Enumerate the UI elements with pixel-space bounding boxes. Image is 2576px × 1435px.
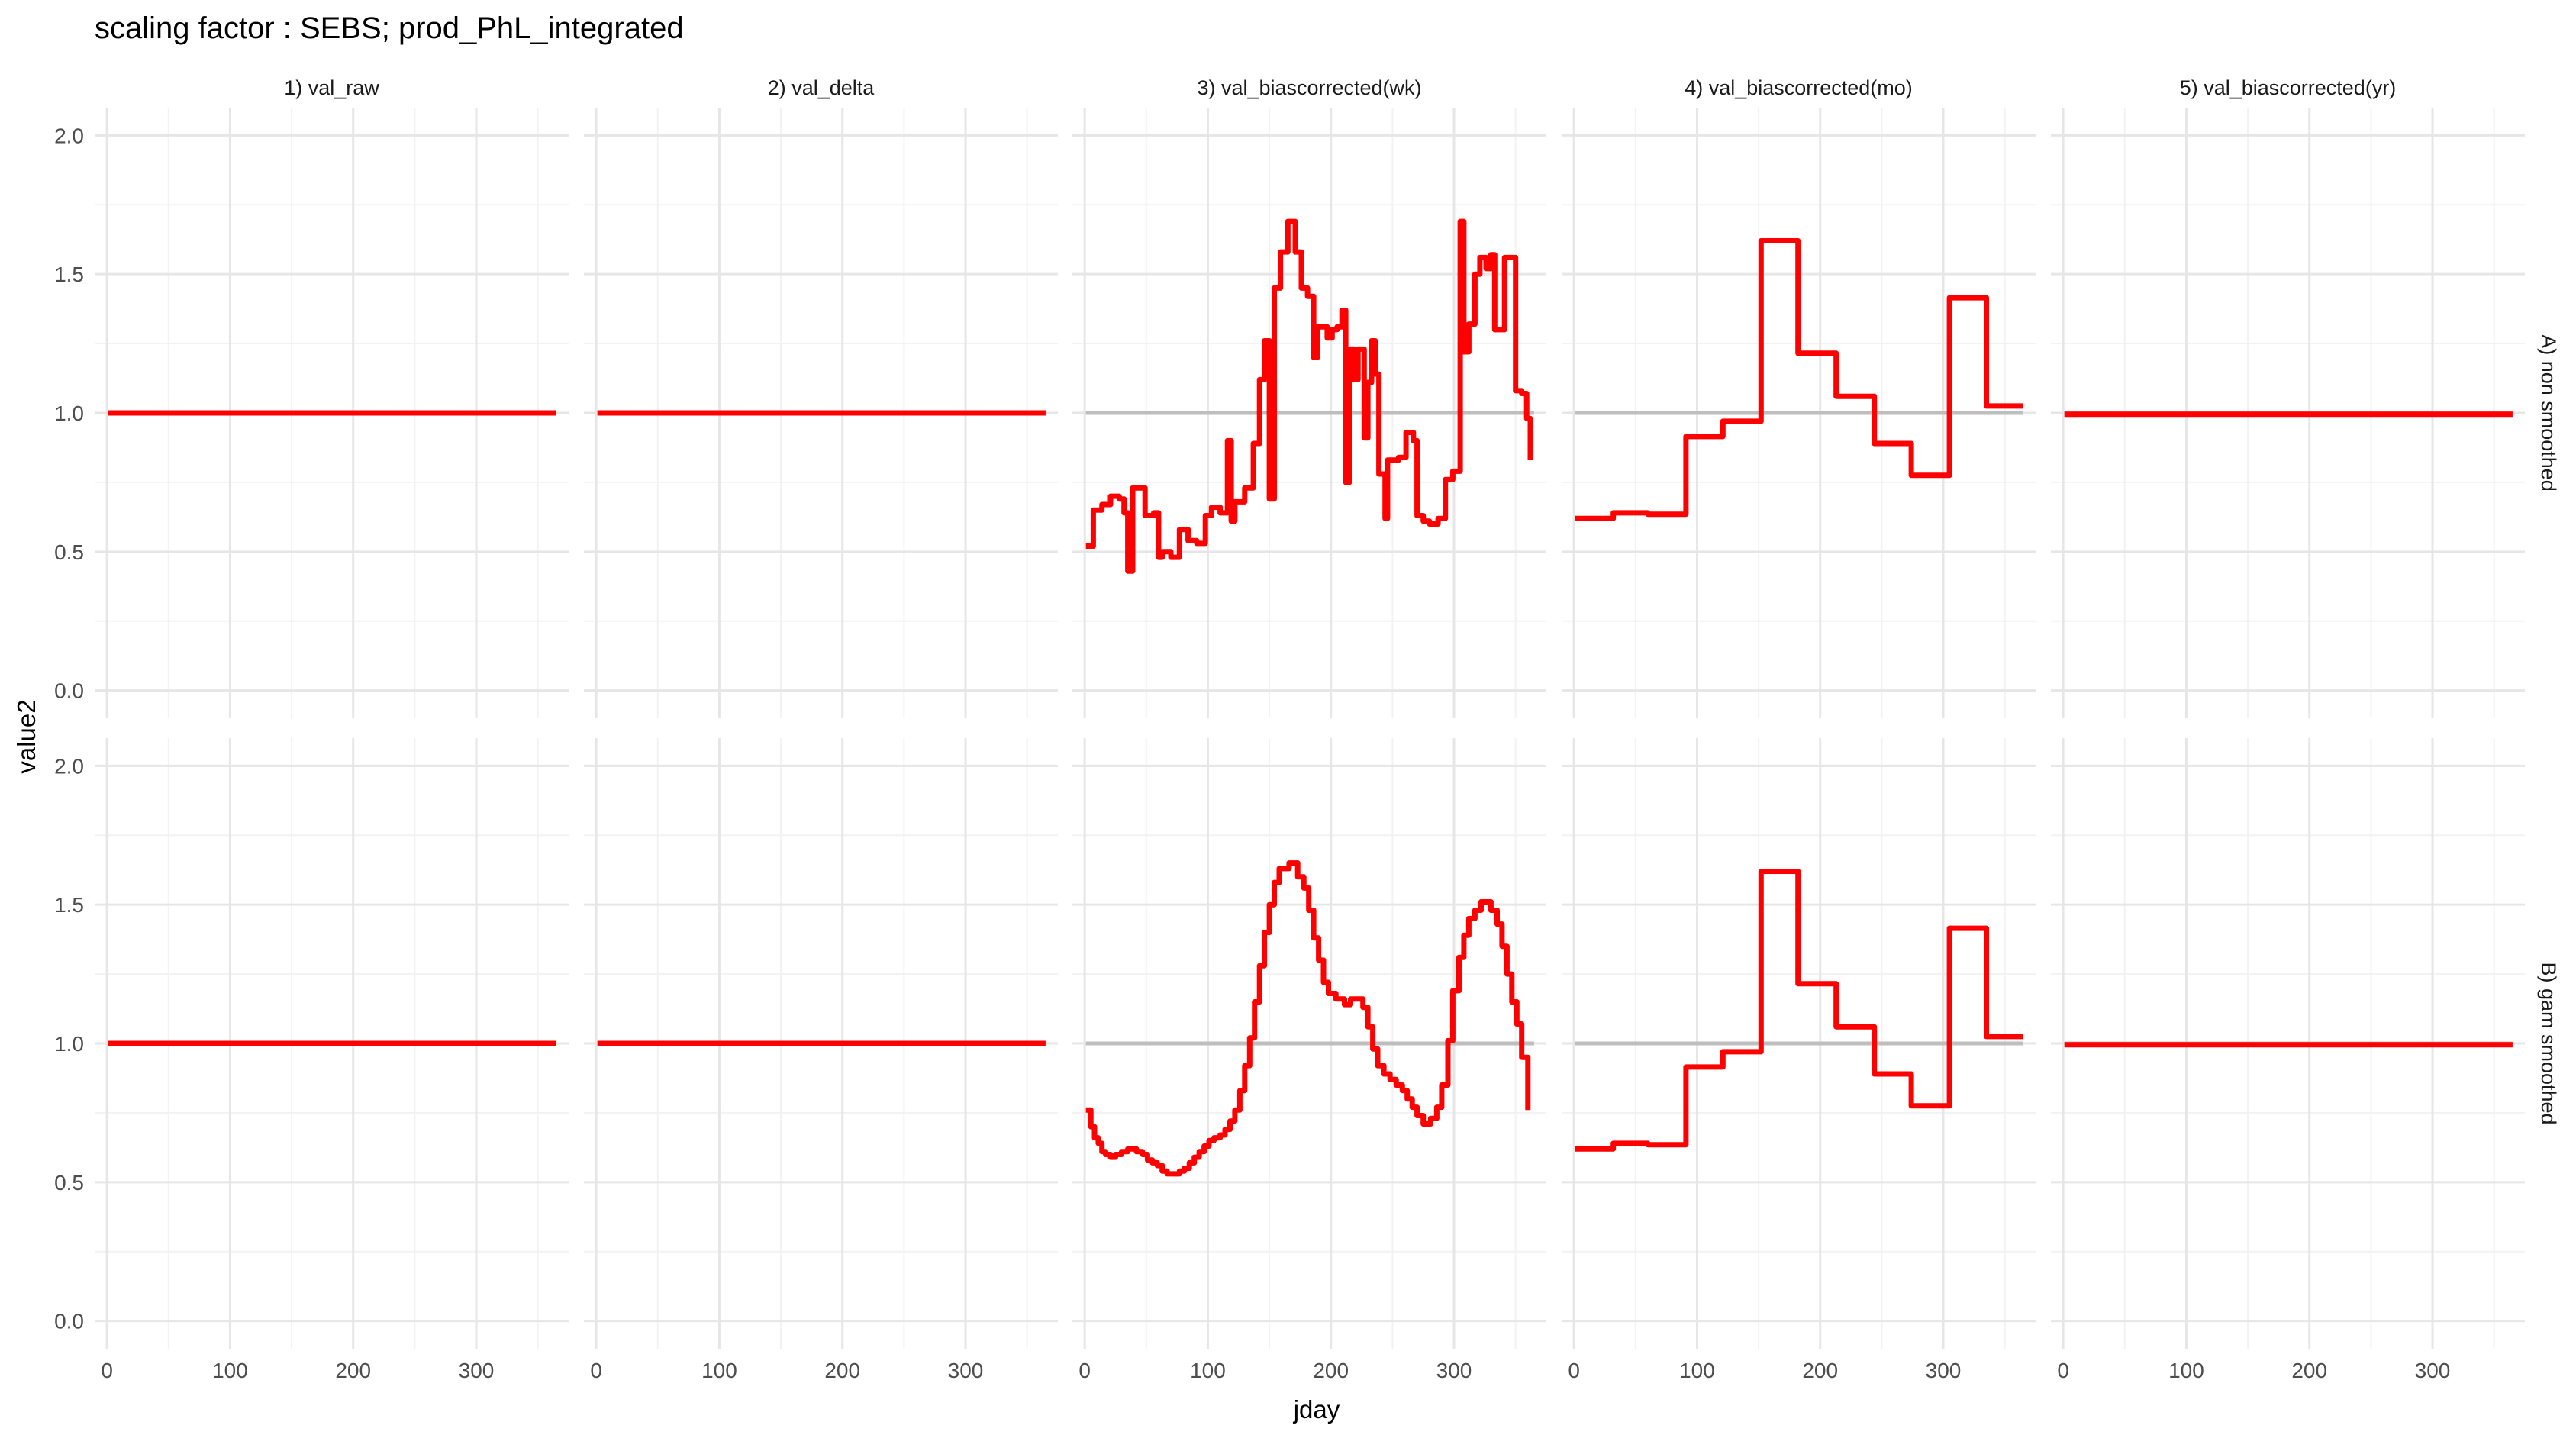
- series-line: [1575, 869, 2023, 1152]
- series-line: [1085, 218, 1533, 574]
- y-tick-label: 0.0: [54, 1310, 84, 1333]
- y-tick-label: 0.5: [54, 540, 84, 564]
- x-tick-label: 0: [101, 1359, 113, 1382]
- x-tick-label: 0: [590, 1359, 602, 1382]
- x-tick-label: 200: [2291, 1359, 2327, 1382]
- x-tick-label: 0: [1568, 1359, 1580, 1382]
- series-line: [1575, 238, 2023, 521]
- facet-panel: [1562, 108, 2036, 718]
- facet-panel: [2051, 108, 2525, 718]
- y-tick-label: 1.0: [54, 401, 84, 425]
- y-tick-label: 2.0: [54, 754, 84, 778]
- facet-panel: 0 100 200 300: [1562, 738, 2036, 1382]
- y-axis-label: value2: [12, 699, 40, 773]
- facet-panel: [1072, 108, 1546, 718]
- series-line: [1085, 860, 1531, 1177]
- facet-panel: 0.0 0.5 1.0 1.5 2.0 0 100 200 300: [54, 738, 569, 1382]
- x-tick-label: 200: [1313, 1359, 1349, 1382]
- facet-panel: 0 100 200 300: [584, 738, 1058, 1382]
- y-tick-label: 1.5: [54, 263, 84, 286]
- x-tick-label: 100: [1679, 1359, 1715, 1382]
- y-tick-label: 0.0: [54, 679, 84, 703]
- x-tick-label: 200: [335, 1359, 371, 1382]
- x-tick-label: 100: [2168, 1359, 2204, 1382]
- y-tick-label: 1.0: [54, 1032, 84, 1056]
- x-tick-label: 300: [1926, 1359, 1962, 1382]
- y-tick-label: 1.5: [54, 893, 84, 917]
- x-axis-label: jday: [1293, 1395, 1340, 1424]
- x-tick-label: 200: [824, 1359, 860, 1382]
- chart-title: scaling factor : SEBS; prod_PhL_integrat…: [95, 11, 684, 45]
- x-tick-label: 200: [1802, 1359, 1838, 1382]
- facet-panel: 0 100 200 300: [2051, 738, 2525, 1382]
- facet-column-label: 3) val_biascorrected(wk): [1197, 76, 1421, 99]
- x-tick-label: 300: [459, 1359, 495, 1382]
- x-tick-label: 0: [2057, 1359, 2069, 1382]
- facet-column-label: 1) val_raw: [284, 76, 379, 99]
- facet-panel: 0.0 0.5 1.0 1.5 2.0: [54, 108, 569, 718]
- x-tick-label: 100: [212, 1359, 248, 1382]
- y-tick-label: 0.5: [54, 1171, 84, 1195]
- y-tick-label: 2.0: [54, 124, 84, 147]
- x-tick-label: 0: [1078, 1359, 1091, 1382]
- facet-column-label: 5) val_biascorrected(yr): [2180, 76, 2397, 99]
- x-tick-label: 300: [2415, 1359, 2451, 1382]
- facet-row-label: B) gam smoothed: [2537, 962, 2560, 1124]
- x-tick-label: 100: [1190, 1359, 1226, 1382]
- facet-column-label: 4) val_biascorrected(mo): [1685, 76, 1913, 99]
- facet-panel: 0 100 200 300: [1072, 738, 1546, 1382]
- facet-panel: [584, 108, 1058, 718]
- x-tick-label: 100: [701, 1359, 737, 1382]
- x-tick-label: 300: [948, 1359, 984, 1382]
- x-tick-label: 300: [1436, 1359, 1472, 1382]
- facet-row-label: A) non smoothed: [2537, 334, 2560, 492]
- facet-column-label: 2) val_delta: [768, 76, 875, 99]
